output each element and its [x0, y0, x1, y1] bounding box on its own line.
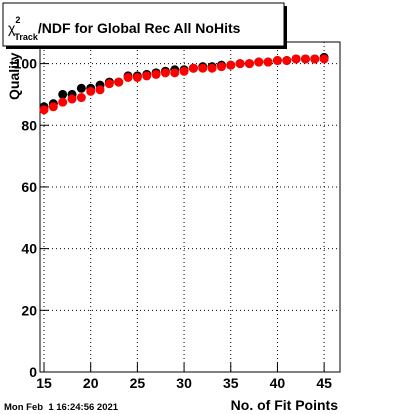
point [319, 54, 329, 64]
point [142, 71, 152, 81]
point [282, 56, 292, 66]
point [160, 68, 170, 78]
point [170, 68, 180, 78]
point [39, 105, 49, 115]
point [291, 54, 301, 64]
title-symbol: χ [8, 20, 16, 36]
y-axis-label: Quality [6, 52, 22, 100]
point [198, 63, 208, 73]
title-superscript: 2 [15, 15, 20, 25]
x-tick-label: 30 [176, 375, 192, 391]
point [300, 54, 310, 64]
point [123, 72, 133, 82]
frame-fill [40, 42, 340, 372]
point [207, 63, 217, 73]
point [132, 72, 142, 82]
x-tick-label: 35 [223, 375, 239, 391]
timestamp: Mon Feb 1 16:24:56 2021 [4, 402, 119, 413]
point [226, 60, 236, 70]
point [58, 97, 68, 107]
point [151, 69, 161, 79]
point [104, 79, 114, 89]
point [114, 77, 124, 87]
title-text: /NDF for Global Rec All NoHits [38, 20, 241, 36]
point [216, 62, 226, 72]
point [235, 59, 245, 69]
point [254, 57, 264, 67]
y-tick-label: 80 [21, 117, 37, 133]
x-axis-label: No. of Fit Points [231, 397, 339, 413]
title-subscript: Track [14, 32, 39, 42]
point [244, 59, 254, 69]
point [67, 94, 77, 104]
title-box [2, 2, 285, 47]
y-tick-label: 100 [14, 56, 38, 72]
chart-title: χ2 Track/NDF for Global Rec All NoHits [8, 15, 241, 42]
plot-area: 0 20 40 60 80 100 15 20 25 30 35 40 45 [14, 41, 341, 391]
x-tick-label: 20 [83, 375, 99, 391]
y-tick-label: 60 [21, 179, 37, 195]
point [263, 57, 273, 67]
x-tick-label: 45 [316, 375, 332, 391]
x-tick-label: 15 [36, 375, 52, 391]
point [76, 83, 86, 93]
y-tick-label: 40 [21, 241, 37, 257]
point [179, 66, 189, 76]
point [48, 102, 58, 112]
point [272, 56, 282, 66]
point [86, 86, 96, 96]
point [95, 85, 105, 95]
x-tick-label: 25 [130, 375, 146, 391]
point [188, 63, 198, 73]
y-tick-label: 0 [29, 364, 37, 380]
y-tick-label: 20 [21, 302, 37, 318]
point [58, 89, 68, 99]
point [310, 54, 320, 64]
point [76, 93, 86, 103]
x-tick-label: 40 [270, 375, 286, 391]
